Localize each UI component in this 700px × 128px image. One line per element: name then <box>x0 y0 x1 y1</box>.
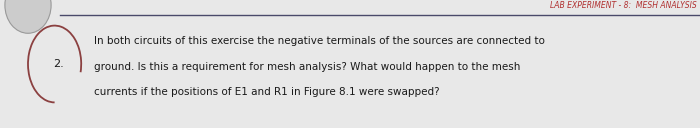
Text: ground. Is this a requirement for mesh analysis? What would happen to the mesh: ground. Is this a requirement for mesh a… <box>94 62 521 72</box>
Text: In both circuits of this exercise the negative terminals of the sources are conn: In both circuits of this exercise the ne… <box>94 36 545 46</box>
Text: LAB EXPERIMENT - 8:  MESH ANALYSIS: LAB EXPERIMENT - 8: MESH ANALYSIS <box>550 1 696 10</box>
Ellipse shape <box>5 0 51 33</box>
Text: 2.: 2. <box>52 59 64 69</box>
Text: currents if the positions of E1 and R1 in Figure 8.1 were swapped?: currents if the positions of E1 and R1 i… <box>94 87 440 97</box>
